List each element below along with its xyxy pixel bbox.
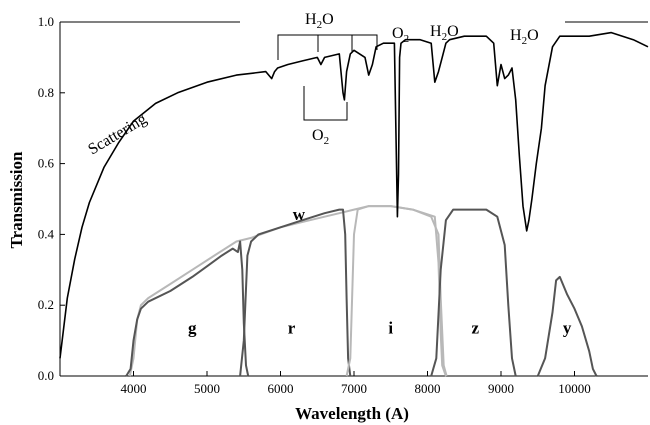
band-label-g: g: [188, 319, 197, 338]
filter-curve-w: [128, 205, 447, 377]
y-tick-label: 0.2: [38, 297, 54, 312]
band-label-z: z: [472, 319, 480, 338]
ticks: 4000 5000 6000 7000 8000 9000 10000 0.0 0.2 0.4 0.…: [38, 14, 591, 396]
filter-curve-z: [430, 208, 517, 377]
y-tick-label: 0.0: [38, 368, 54, 383]
x-tick-label: 8000: [415, 381, 441, 396]
scattering-label: Scattering: [85, 110, 149, 158]
h2o-left-bracket: [277, 34, 378, 60]
filter-curve-y: [536, 275, 598, 377]
y-tick-label: 0.6: [38, 156, 55, 171]
curves: [59, 31, 649, 377]
x-tick-label: 6000: [268, 381, 294, 396]
o2-bottom-label: O2: [312, 127, 329, 147]
h2o-right-label: H2O: [510, 27, 539, 47]
x-tick-label: 5000: [194, 381, 220, 396]
filter-curve-i: [345, 205, 448, 377]
filter-curve-g: [125, 240, 250, 377]
x-axis-label: Wavelength (A): [295, 404, 409, 423]
band-label-y: y: [563, 319, 572, 338]
x-tick-label: 7000: [341, 381, 367, 396]
o2-top-label: O2: [392, 25, 409, 45]
atmosphere-curve: [59, 31, 649, 359]
annotations: Scattering H2O O2 O2 H2O H2O: [85, 11, 538, 158]
band-label-w: w: [293, 205, 306, 224]
o2-bottom-bracket: [303, 86, 348, 121]
axes: [59, 21, 648, 377]
y-axis-label: Transmission: [7, 151, 26, 249]
band-label-i: i: [388, 319, 393, 338]
h2o-mid-label: H2O: [430, 23, 459, 43]
x-tick-label: 9000: [488, 381, 514, 396]
x-tick-label: 4000: [121, 381, 147, 396]
y-tick-label: 0.8: [38, 85, 54, 100]
h2o-left-label: H2O: [305, 11, 334, 31]
y-tick-label: 1.0: [38, 14, 54, 29]
x-tick-label: 10000: [558, 381, 591, 396]
band-labels: g r i z y w: [188, 205, 572, 337]
band-label-r: r: [288, 319, 296, 338]
filter-curve-r: [239, 208, 352, 377]
y-tick-label: 0.4: [38, 226, 55, 241]
